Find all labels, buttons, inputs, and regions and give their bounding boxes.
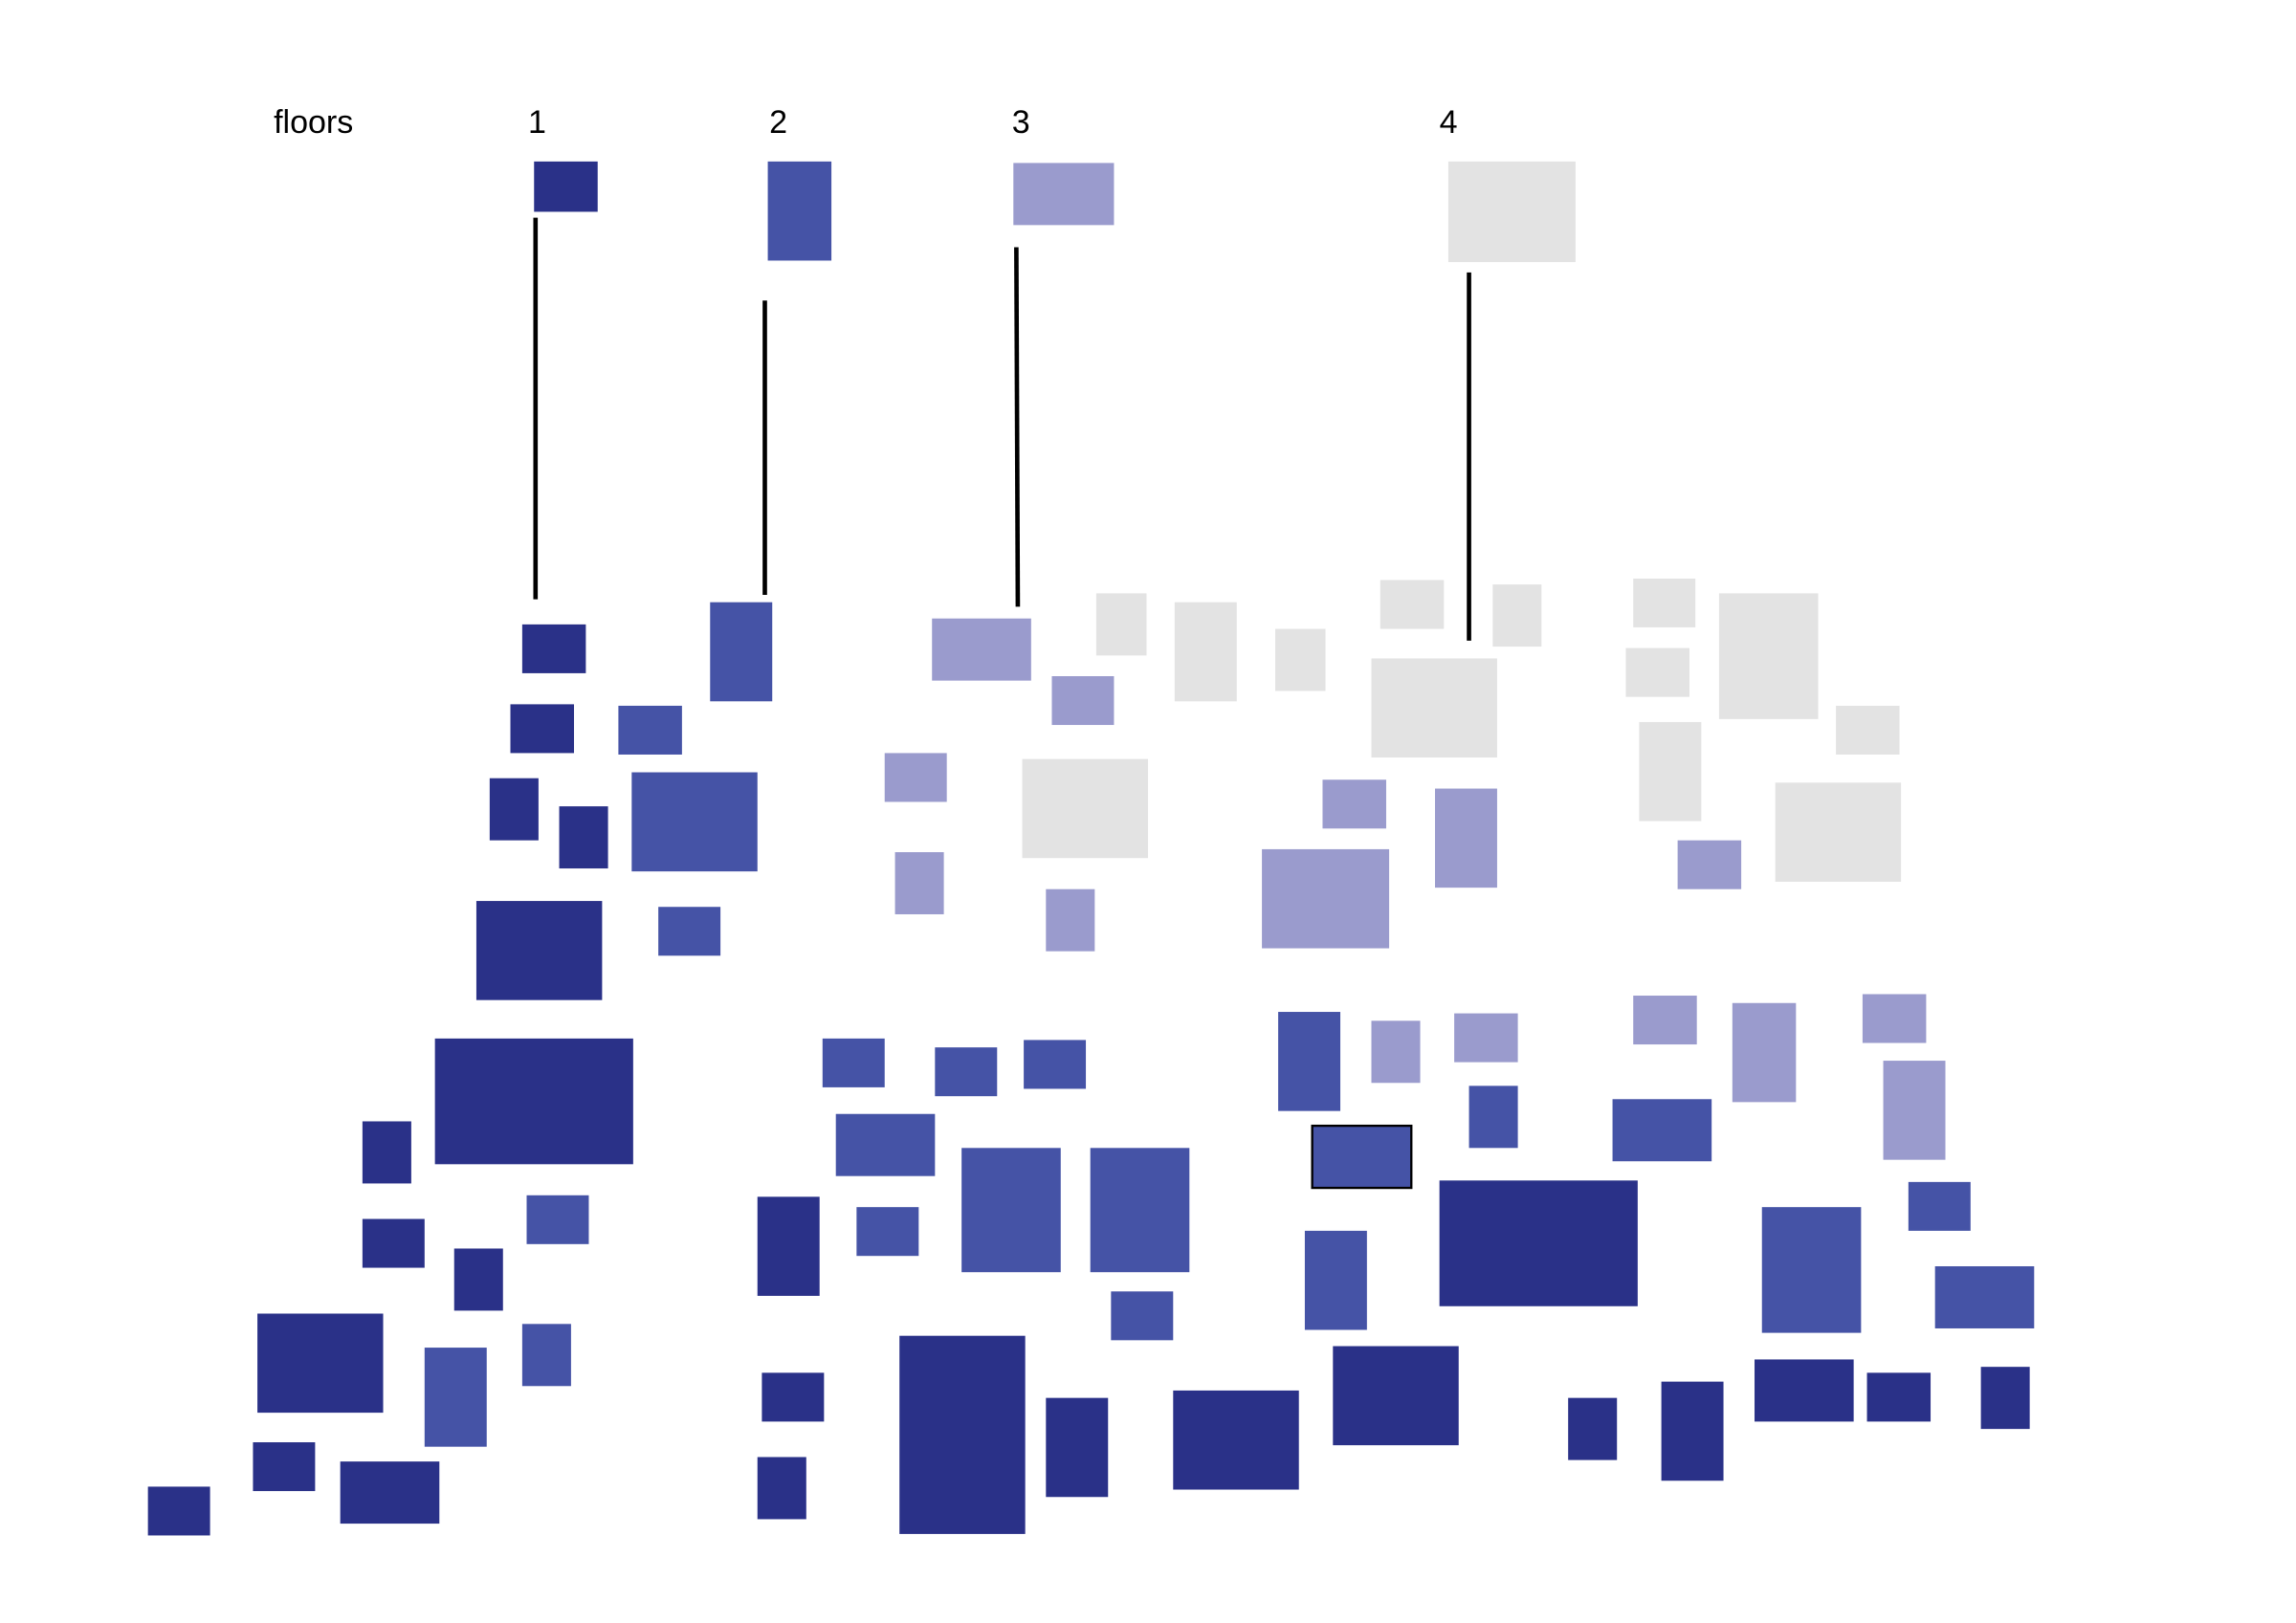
room-block [1633, 996, 1697, 1045]
room-block [1836, 705, 1900, 755]
room-block [362, 1218, 425, 1268]
room-block [1492, 584, 1542, 647]
room-block [362, 1121, 411, 1184]
room-block [1677, 840, 1742, 889]
room-block [521, 624, 586, 673]
room-block [1435, 788, 1497, 888]
legend-swatch [534, 161, 598, 212]
room-block [1883, 1061, 1946, 1160]
room-block [475, 901, 603, 1000]
room-block [559, 806, 608, 869]
room-block [1862, 994, 1927, 1043]
floor-label: 3 [1012, 104, 1030, 141]
room-block [899, 1335, 1026, 1534]
room-block [1866, 1372, 1932, 1422]
floor-label: 2 [769, 104, 787, 141]
room-block [1612, 1099, 1712, 1162]
room-block [932, 618, 1031, 681]
room-block [856, 1207, 919, 1257]
room-block [434, 1038, 633, 1165]
room-block [453, 1248, 503, 1311]
room-block [521, 1324, 571, 1387]
room-block [1732, 1002, 1797, 1103]
room-block [1371, 1020, 1421, 1084]
room-block [1024, 1040, 1087, 1089]
room-block [1333, 1346, 1459, 1446]
legend-title: floors [274, 104, 353, 141]
room-block [757, 1457, 806, 1520]
room-block [1022, 758, 1148, 859]
room-block [1322, 779, 1386, 829]
room-block [1380, 580, 1445, 629]
room-block [1568, 1397, 1618, 1460]
room-block [710, 602, 773, 702]
room-block [935, 1047, 998, 1097]
room-block [253, 1442, 316, 1492]
room-block [1775, 782, 1902, 882]
room-block [961, 1148, 1061, 1273]
room-block [1439, 1180, 1638, 1306]
legend-swatch [1447, 161, 1576, 263]
room-block [618, 705, 682, 755]
room-block [1051, 676, 1115, 726]
room-block [1718, 593, 1819, 719]
room-block [1454, 1013, 1518, 1063]
legend-swatch [767, 161, 832, 261]
room-block [1262, 848, 1390, 949]
leader-lines [533, 217, 1471, 641]
room-block [1090, 1148, 1190, 1273]
room-block [1934, 1266, 2035, 1328]
room-block [762, 1372, 825, 1422]
room-block [1311, 1124, 1413, 1190]
room-block [1046, 888, 1095, 952]
room-block [631, 772, 758, 872]
leader-line [1014, 247, 1021, 607]
room-block [1173, 1390, 1299, 1490]
legend-swatch [1013, 163, 1115, 226]
room-block [1371, 658, 1497, 758]
room-block [1304, 1230, 1367, 1330]
room-block [340, 1461, 440, 1524]
room-block [510, 704, 574, 754]
room-block [884, 753, 947, 802]
room-block [257, 1313, 384, 1414]
room-block [1633, 578, 1696, 627]
room-block [1046, 1397, 1109, 1498]
room-block [526, 1195, 589, 1244]
room-block [1639, 721, 1702, 822]
room-block [1095, 593, 1147, 656]
room-block [894, 852, 944, 914]
room-block [1468, 1086, 1518, 1149]
room-block [489, 778, 539, 841]
floor-label: 1 [528, 104, 546, 141]
room-block [1980, 1367, 2030, 1430]
room-block [1111, 1291, 1174, 1341]
room-block [658, 907, 721, 956]
room-block [1908, 1181, 1971, 1231]
room-block [1278, 1012, 1341, 1111]
room-block [1755, 1359, 1854, 1422]
room-block [835, 1113, 936, 1176]
floor-label: 4 [1440, 104, 1458, 141]
room-block [1761, 1207, 1862, 1333]
room-block [424, 1348, 487, 1447]
room-block [757, 1196, 820, 1296]
room-block [1625, 647, 1689, 697]
room-block [1174, 602, 1237, 702]
room-block [822, 1038, 885, 1087]
room-block [1661, 1381, 1724, 1481]
room-block [1274, 628, 1326, 691]
room-block [147, 1486, 210, 1536]
